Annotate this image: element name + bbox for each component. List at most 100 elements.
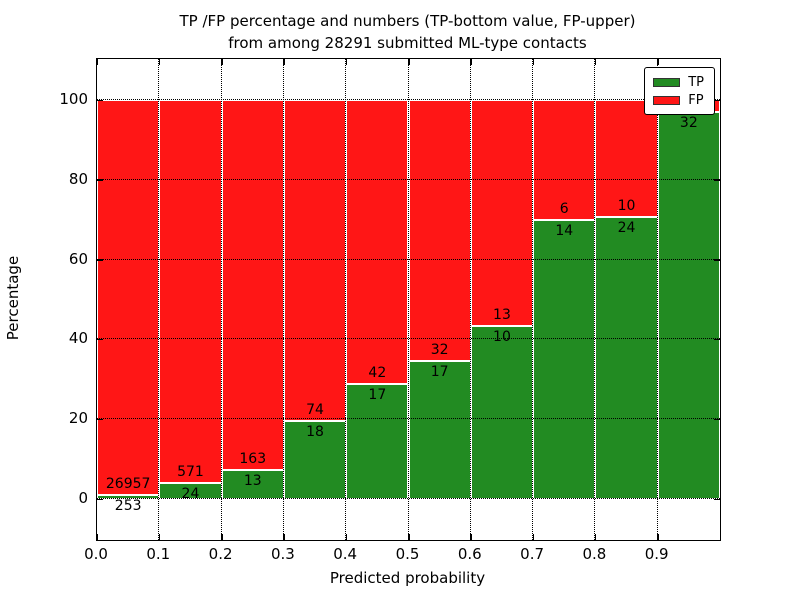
y-tick-label: 0 — [78, 489, 88, 507]
legend-swatch-tp — [653, 77, 681, 87]
bar-fp-count-label: 74 — [306, 401, 324, 418]
gridline-vertical — [345, 59, 347, 540]
bar-segment-tp — [657, 112, 720, 499]
bar-tp-count-label: 24 — [181, 485, 200, 502]
bar-segment-fp — [408, 100, 471, 361]
bar-tp-count-label: 14 — [555, 222, 574, 239]
y-tick-label: 20 — [68, 409, 88, 428]
bar-fp-count-label: 13 — [493, 306, 511, 323]
chart-title-line2: from among 28291 submitted ML-type conta… — [228, 34, 587, 52]
gridline-vertical — [282, 59, 284, 540]
x-tick-label: 0.1 — [146, 545, 171, 563]
y-tick-mark — [97, 259, 103, 261]
chart-title-line1: TP /FP percentage and numbers (TP-bottom… — [179, 12, 636, 30]
x-tick-mark — [532, 59, 535, 65]
plot-area: 26957 253 571 24 163 13 74 18 42 17 32 17 13 10 6 14 10 2… — [96, 58, 721, 541]
x-tick-label: 0.6 — [457, 545, 482, 563]
bar-tp-count-label: 10 — [493, 328, 511, 345]
legend: TP FP — [644, 67, 715, 115]
bar-tp-count-label: 17 — [368, 387, 387, 404]
bar-segment-fp — [221, 100, 284, 470]
x-tick-mark — [657, 534, 659, 540]
x-tick-label: 0.8 — [582, 545, 607, 563]
x-tick-label: 0.0 — [84, 545, 108, 563]
y-tick-mark — [97, 338, 103, 341]
gridline-horizontal — [97, 258, 720, 260]
bar-segment-fp — [595, 100, 658, 218]
x-tick-mark — [345, 59, 348, 65]
legend-swatch-fp — [653, 95, 681, 105]
x-tick-mark — [657, 59, 659, 65]
bar-segment-tp — [470, 325, 534, 499]
gridline-vertical — [158, 59, 160, 540]
bar-tp-count-label: 13 — [243, 472, 262, 489]
bar-fp-count-label: 32 — [430, 341, 449, 358]
bar-fp-count-label: 42 — [368, 365, 387, 382]
y-tick-label: 60 — [68, 249, 88, 268]
x-tick-mark — [470, 59, 472, 65]
x-tick-label: 0.5 — [395, 545, 420, 563]
gridline-vertical — [594, 59, 596, 540]
y-tick-label: 100 — [59, 90, 88, 108]
y-tick-mark — [714, 418, 720, 421]
gridline-horizontal — [97, 418, 720, 420]
x-tick-label: 0.4 — [333, 545, 358, 563]
gridline-vertical — [532, 59, 534, 540]
bar-segment-fp — [533, 100, 596, 220]
bar-segment-fp — [159, 100, 222, 483]
bar-fp-count-label: 26957 — [105, 476, 151, 493]
x-tick-mark — [594, 534, 597, 540]
x-tick-mark — [96, 59, 98, 65]
bar-tp-count-label: 17 — [430, 363, 449, 380]
x-tick-mark — [158, 534, 161, 540]
bar-tp-count-label: 18 — [306, 423, 324, 440]
x-axis-label: Predicted probability — [329, 569, 486, 587]
bar-segment-tp — [533, 219, 596, 499]
bar-tp-count-label: 24 — [617, 220, 636, 237]
y-tick-mark — [714, 259, 720, 261]
x-tick-mark — [221, 534, 223, 540]
chart-title: TP /FP percentage and numbers (TP-bottom… — [96, 10, 719, 54]
bar-segment-tp — [595, 217, 658, 499]
y-tick-mark — [97, 99, 103, 101]
y-tick-mark — [97, 498, 103, 500]
bar-segment-tp — [346, 384, 409, 499]
x-tick-mark — [594, 59, 597, 65]
bar-segment-fp — [470, 100, 534, 326]
x-tick-label: 0.7 — [520, 545, 545, 563]
y-tick-mark — [714, 338, 720, 341]
y-tick-mark — [97, 179, 103, 181]
y-axis-label: Percentage — [4, 255, 22, 341]
y-tick-label: 40 — [68, 329, 88, 348]
bar-fp-count-label: 571 — [177, 463, 204, 480]
bar-segment-fp — [283, 100, 347, 421]
gridline-vertical — [656, 59, 658, 540]
x-tick-mark — [470, 534, 472, 540]
bar-tp-count-label: 253 — [114, 498, 142, 515]
y-tick-mark — [97, 418, 103, 421]
x-tick-label: 0.2 — [208, 545, 233, 563]
gridline-vertical — [407, 59, 409, 540]
x-tick-mark — [283, 534, 285, 540]
gridline-horizontal — [97, 498, 720, 499]
x-tick-label: 0.9 — [644, 545, 669, 563]
x-tick-mark — [96, 534, 98, 540]
x-tick-mark — [345, 534, 348, 540]
x-tick-mark — [532, 534, 535, 540]
legend-entry: TP — [653, 73, 704, 91]
y-tick-label: 80 — [68, 169, 88, 188]
y-tick-mark — [714, 99, 720, 101]
gridline-vertical — [220, 59, 222, 540]
x-tick-mark — [408, 59, 410, 65]
x-tick-mark — [283, 59, 285, 65]
bar-segment-fp — [97, 100, 160, 496]
x-tick-mark — [158, 59, 161, 65]
bar-fp-count-label: 163 — [239, 450, 267, 467]
legend-entry: FP — [653, 91, 704, 109]
bar-fp-count-label: 10 — [617, 198, 636, 215]
gridline-horizontal — [97, 338, 720, 340]
x-tick-mark — [221, 59, 223, 65]
bar-fp-count-label: 6 — [559, 200, 569, 217]
x-tick-mark — [408, 534, 410, 540]
